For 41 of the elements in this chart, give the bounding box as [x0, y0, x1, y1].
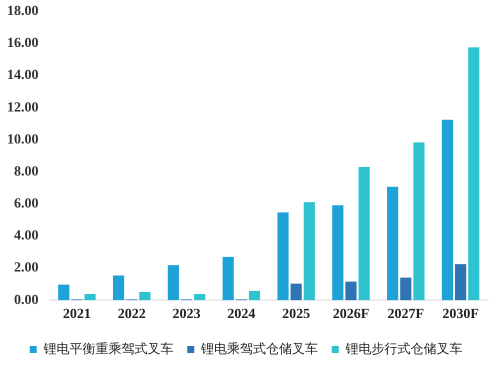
y-tick-label: 4.00 — [14, 228, 38, 244]
bar — [468, 47, 480, 300]
y-tick-label: 8.00 — [14, 164, 38, 180]
bar — [345, 282, 357, 300]
bar — [168, 265, 179, 300]
bar — [248, 290, 260, 300]
bar — [290, 284, 302, 300]
bar — [139, 292, 150, 300]
bar — [455, 264, 466, 300]
bar — [112, 275, 124, 300]
y-tick-label: 2.00 — [14, 260, 38, 276]
bar — [84, 294, 96, 300]
y-tick-label: 6.00 — [14, 196, 38, 212]
bar — [277, 212, 289, 300]
x-tick-label: 2024 — [227, 307, 256, 322]
y-tick-label: 10.00 — [7, 132, 38, 148]
bar — [400, 278, 412, 300]
legend-label: 锂电步行式仓储叉车 — [344, 342, 462, 357]
bar — [304, 202, 315, 300]
x-tick-label: 2030F — [442, 307, 479, 322]
bar — [442, 120, 454, 300]
x-tick-label: 2027F — [388, 307, 424, 322]
y-tick-label: 12.00 — [7, 100, 38, 116]
legend-label: 锂电乘驾式仓储叉车 — [200, 342, 318, 357]
x-tick-label: 2022 — [118, 307, 146, 322]
bar — [387, 186, 398, 300]
y-tick-label: 14.00 — [7, 68, 38, 84]
bar — [332, 205, 344, 300]
x-tick-label: 2025 — [282, 307, 310, 322]
y-tick-label: 18.00 — [7, 4, 38, 20]
bar — [413, 142, 425, 300]
bar — [194, 294, 206, 300]
y-tick-label: 0.00 — [14, 292, 38, 308]
x-tick-label: 2023 — [172, 307, 201, 322]
bar — [222, 256, 234, 300]
legend-label: 锂电平衡重乘驾式叉车 — [42, 342, 174, 357]
x-tick-label: 2026F — [332, 307, 370, 322]
bar — [358, 167, 370, 300]
y-tick-label: 16.00 — [7, 36, 38, 52]
bar — [58, 284, 70, 300]
x-tick-label: 2021 — [62, 307, 91, 322]
